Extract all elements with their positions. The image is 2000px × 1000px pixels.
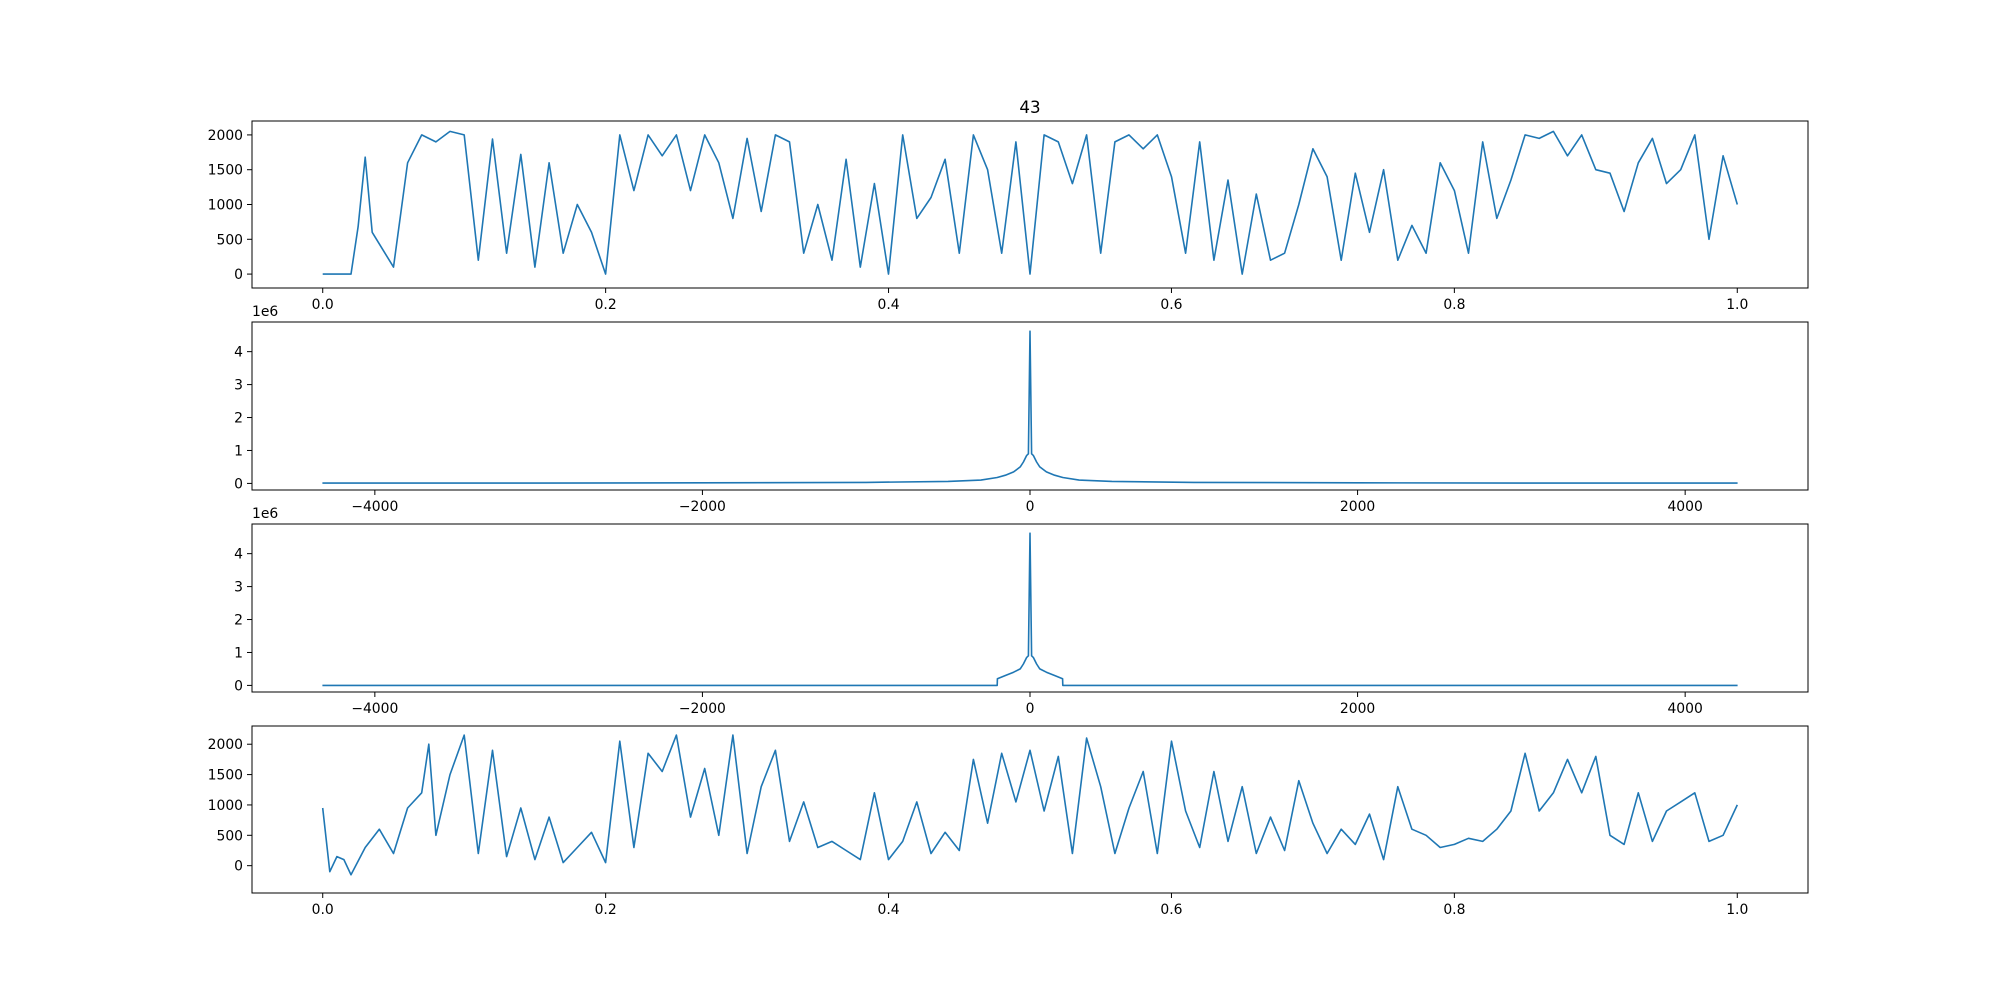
- x-tick-label: 0.0: [312, 297, 334, 313]
- x-tick-label: 0.2: [595, 902, 617, 918]
- plots: 0.0 0.2 0.4 0.6 0.8 1.00500100015002000−4000−…: [208, 120, 1809, 918]
- y-tick-label: 4: [234, 547, 243, 563]
- y-tick-label: 1000: [208, 198, 243, 214]
- y-tick-label: 2: [234, 613, 243, 629]
- x-tick-label: 0: [1026, 701, 1035, 717]
- y-tick-label: 500: [216, 828, 243, 844]
- subplot-4: 0.0 0.2 0.4 0.6 0.8 1.0 0 500 1000 1500 2000: [208, 725, 1809, 918]
- x-tick-label: 0.6: [1160, 297, 1182, 313]
- y-offset-text: 1e6: [252, 506, 278, 522]
- series-line-3: [322, 532, 1738, 687]
- y-tick-label: 500: [216, 232, 243, 248]
- y-tick-label: 0: [234, 267, 243, 283]
- x-tick-label: 2000: [1340, 499, 1375, 515]
- y-tick-label: 0: [234, 678, 243, 694]
- y-tick-label: 3: [234, 580, 243, 596]
- y-offset-text: 1e6: [252, 304, 278, 320]
- x-tick-label: −4000: [351, 499, 398, 515]
- y-tick-label: 1: [234, 645, 243, 661]
- series-line-2: [322, 330, 1738, 484]
- x-tick-label: −2000: [679, 701, 726, 717]
- x-tick-label: 4000: [1667, 701, 1702, 717]
- x-tick-label: 0.0: [312, 902, 334, 918]
- x-tick-label: 0.2: [595, 297, 617, 313]
- series-line-1: [322, 130, 1739, 275]
- x-tick-label: 2000: [1340, 701, 1375, 717]
- x-tick-label: 0: [1026, 499, 1035, 515]
- x-tick-label: 1.0: [1726, 902, 1748, 918]
- y-tick-label: 2: [234, 411, 243, 427]
- x-tick-label: −4000: [351, 701, 398, 717]
- y-tick-label: 2000: [208, 737, 243, 753]
- subplot-2: −4000 −2000 0 2000 4000 0 1 2 3 4 1e6: [234, 304, 1809, 515]
- x-tick-label: 0.4: [877, 297, 899, 313]
- y-tick-label: 0: [234, 859, 243, 875]
- subplot-1: 0.0 0.2 0.4 0.6 0.8 1.0 0 500 1000 1500 2000: [208, 120, 1809, 313]
- series-line-4: [321, 734, 1739, 876]
- y-tick-label: 2000: [208, 128, 243, 144]
- x-tick-label: 4000: [1667, 499, 1702, 515]
- y-tick-label: 4: [234, 345, 243, 361]
- axes-frame-4: [251, 725, 1809, 894]
- x-tick-label: −2000: [679, 499, 726, 515]
- y-tick-label: 3: [234, 378, 243, 394]
- x-tick-label: 0.8: [1443, 902, 1465, 918]
- figure-title: 43: [1019, 97, 1040, 117]
- x-tick-label: 0.8: [1443, 297, 1465, 313]
- x-tick-label: 0.6: [1160, 902, 1182, 918]
- y-tick-label: 0: [234, 476, 243, 492]
- x-tick-label: 1.0: [1726, 297, 1748, 313]
- y-tick-label: 1: [234, 443, 243, 459]
- x-tick-label: 0.4: [877, 902, 899, 918]
- subplot-3: −4000 −2000 0 2000 4000 0 1 2 3 4 1e6: [234, 506, 1809, 717]
- y-tick-label: 1000: [208, 798, 243, 814]
- y-tick-label: 1500: [208, 163, 243, 179]
- y-tick-label: 1500: [208, 768, 243, 784]
